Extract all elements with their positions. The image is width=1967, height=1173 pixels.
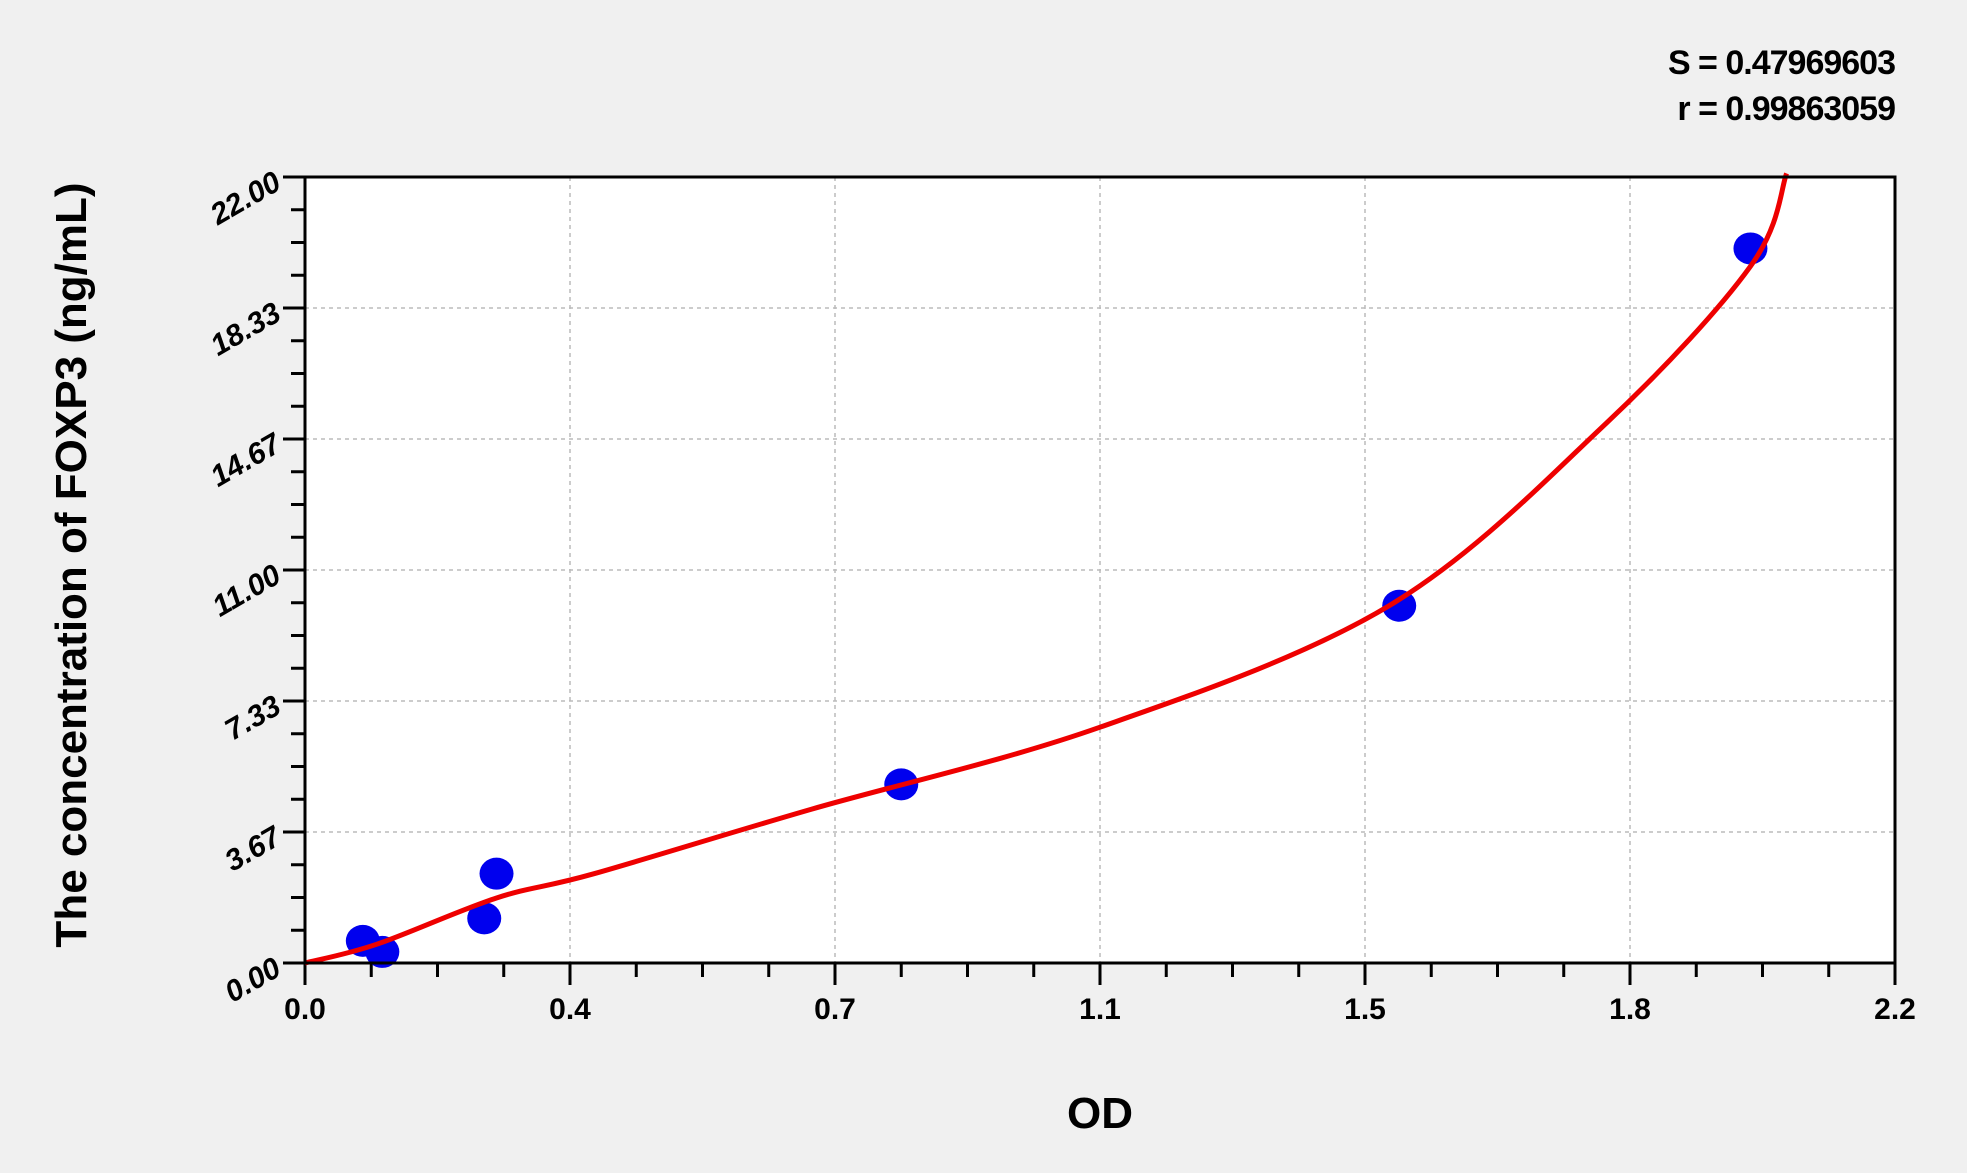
y-tick-label: 7.33 (219, 689, 286, 747)
s-statistic: S = 0.47969603 (1667, 44, 1896, 82)
x-tick-label: 0.7 (814, 993, 856, 1026)
y-tick-label: 14.67 (205, 427, 288, 494)
data-point (479, 857, 514, 890)
x-tick-label: 1.5 (1344, 993, 1386, 1026)
x-tick-label: 2.2 (1874, 993, 1916, 1026)
y-tick-label: 22.00 (204, 165, 287, 232)
x-tick-label: 0.0 (284, 993, 326, 1026)
data-point (1382, 589, 1417, 622)
r-statistic: r = 0.99863059 (1677, 90, 1896, 128)
y-tick-label: 11.00 (207, 558, 287, 623)
data-point (467, 902, 502, 935)
x-tick-label: 0.4 (549, 993, 591, 1026)
y-tick-label: 3.67 (219, 820, 287, 878)
y-tick-label: 0.00 (219, 951, 286, 1009)
plot-frame (303, 175, 1897, 965)
x-tick-label: 1.8 (1609, 993, 1651, 1026)
y-tick-label: 18.33 (205, 296, 287, 362)
x-tick-label: 1.1 (1079, 993, 1121, 1026)
fit-curve (304, 172, 1789, 966)
x-axis-title: OD (1067, 1089, 1133, 1138)
y-axis-title: The concentration of FOXP3 (ng/mL) (47, 182, 96, 947)
